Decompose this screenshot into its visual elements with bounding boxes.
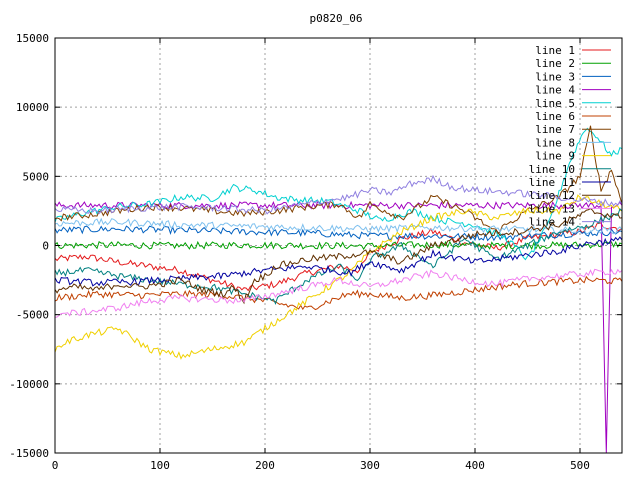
x-tick-label: 300 [360,459,380,472]
legend-label: line 1 [535,44,575,57]
series-line-9 [54,194,623,360]
x-tick-label: 0 [52,459,59,472]
series-line-12 [54,207,623,305]
legend-label: line 11 [529,176,575,189]
series-line-8 [54,217,623,235]
y-tick-label: -5000 [16,309,49,322]
legend-label: line 4 [535,84,575,97]
series-line-1 [54,222,623,292]
legend-label: line 10 [529,163,575,176]
legend-label: line 8 [535,136,575,149]
y-tick-label: -10000 [9,378,49,391]
series-line-13 [54,268,623,318]
legend-label: line 2 [535,57,575,70]
series-line-2 [54,240,623,251]
legend-label: line 13 [529,202,575,215]
legend-label: line 5 [535,97,575,110]
series-group [54,125,623,454]
series-line-5 [54,127,623,261]
legend-label: line 7 [535,123,575,136]
y-tick-label: 5000 [23,170,50,183]
legend-label: line 6 [535,110,575,123]
legend-label: line 9 [535,150,575,163]
y-tick-label: 15000 [16,32,49,45]
y-tick-label: 0 [42,240,49,253]
series-line-14 [54,174,623,215]
x-tick-label: 500 [570,459,590,472]
legend-label: line 3 [535,70,575,83]
chart-title: p0820_06 [310,12,363,25]
series-line-11 [54,236,623,287]
y-tick-label: -15000 [9,447,49,460]
series-line-3 [54,225,623,242]
x-tick-label: 400 [465,459,485,472]
series-line-6 [54,275,623,311]
legend-label: line 12 [529,189,575,202]
axis-ticks: 0 100 200 300 400 500 -15000 -10000 -5000 0 5000 10… [9,32,622,472]
legend-label: line 14 [529,216,576,229]
x-tick-label: 100 [150,459,170,472]
x-tick-label: 200 [255,459,275,472]
y-tick-label: 10000 [16,101,49,114]
grid-lines [55,38,622,453]
